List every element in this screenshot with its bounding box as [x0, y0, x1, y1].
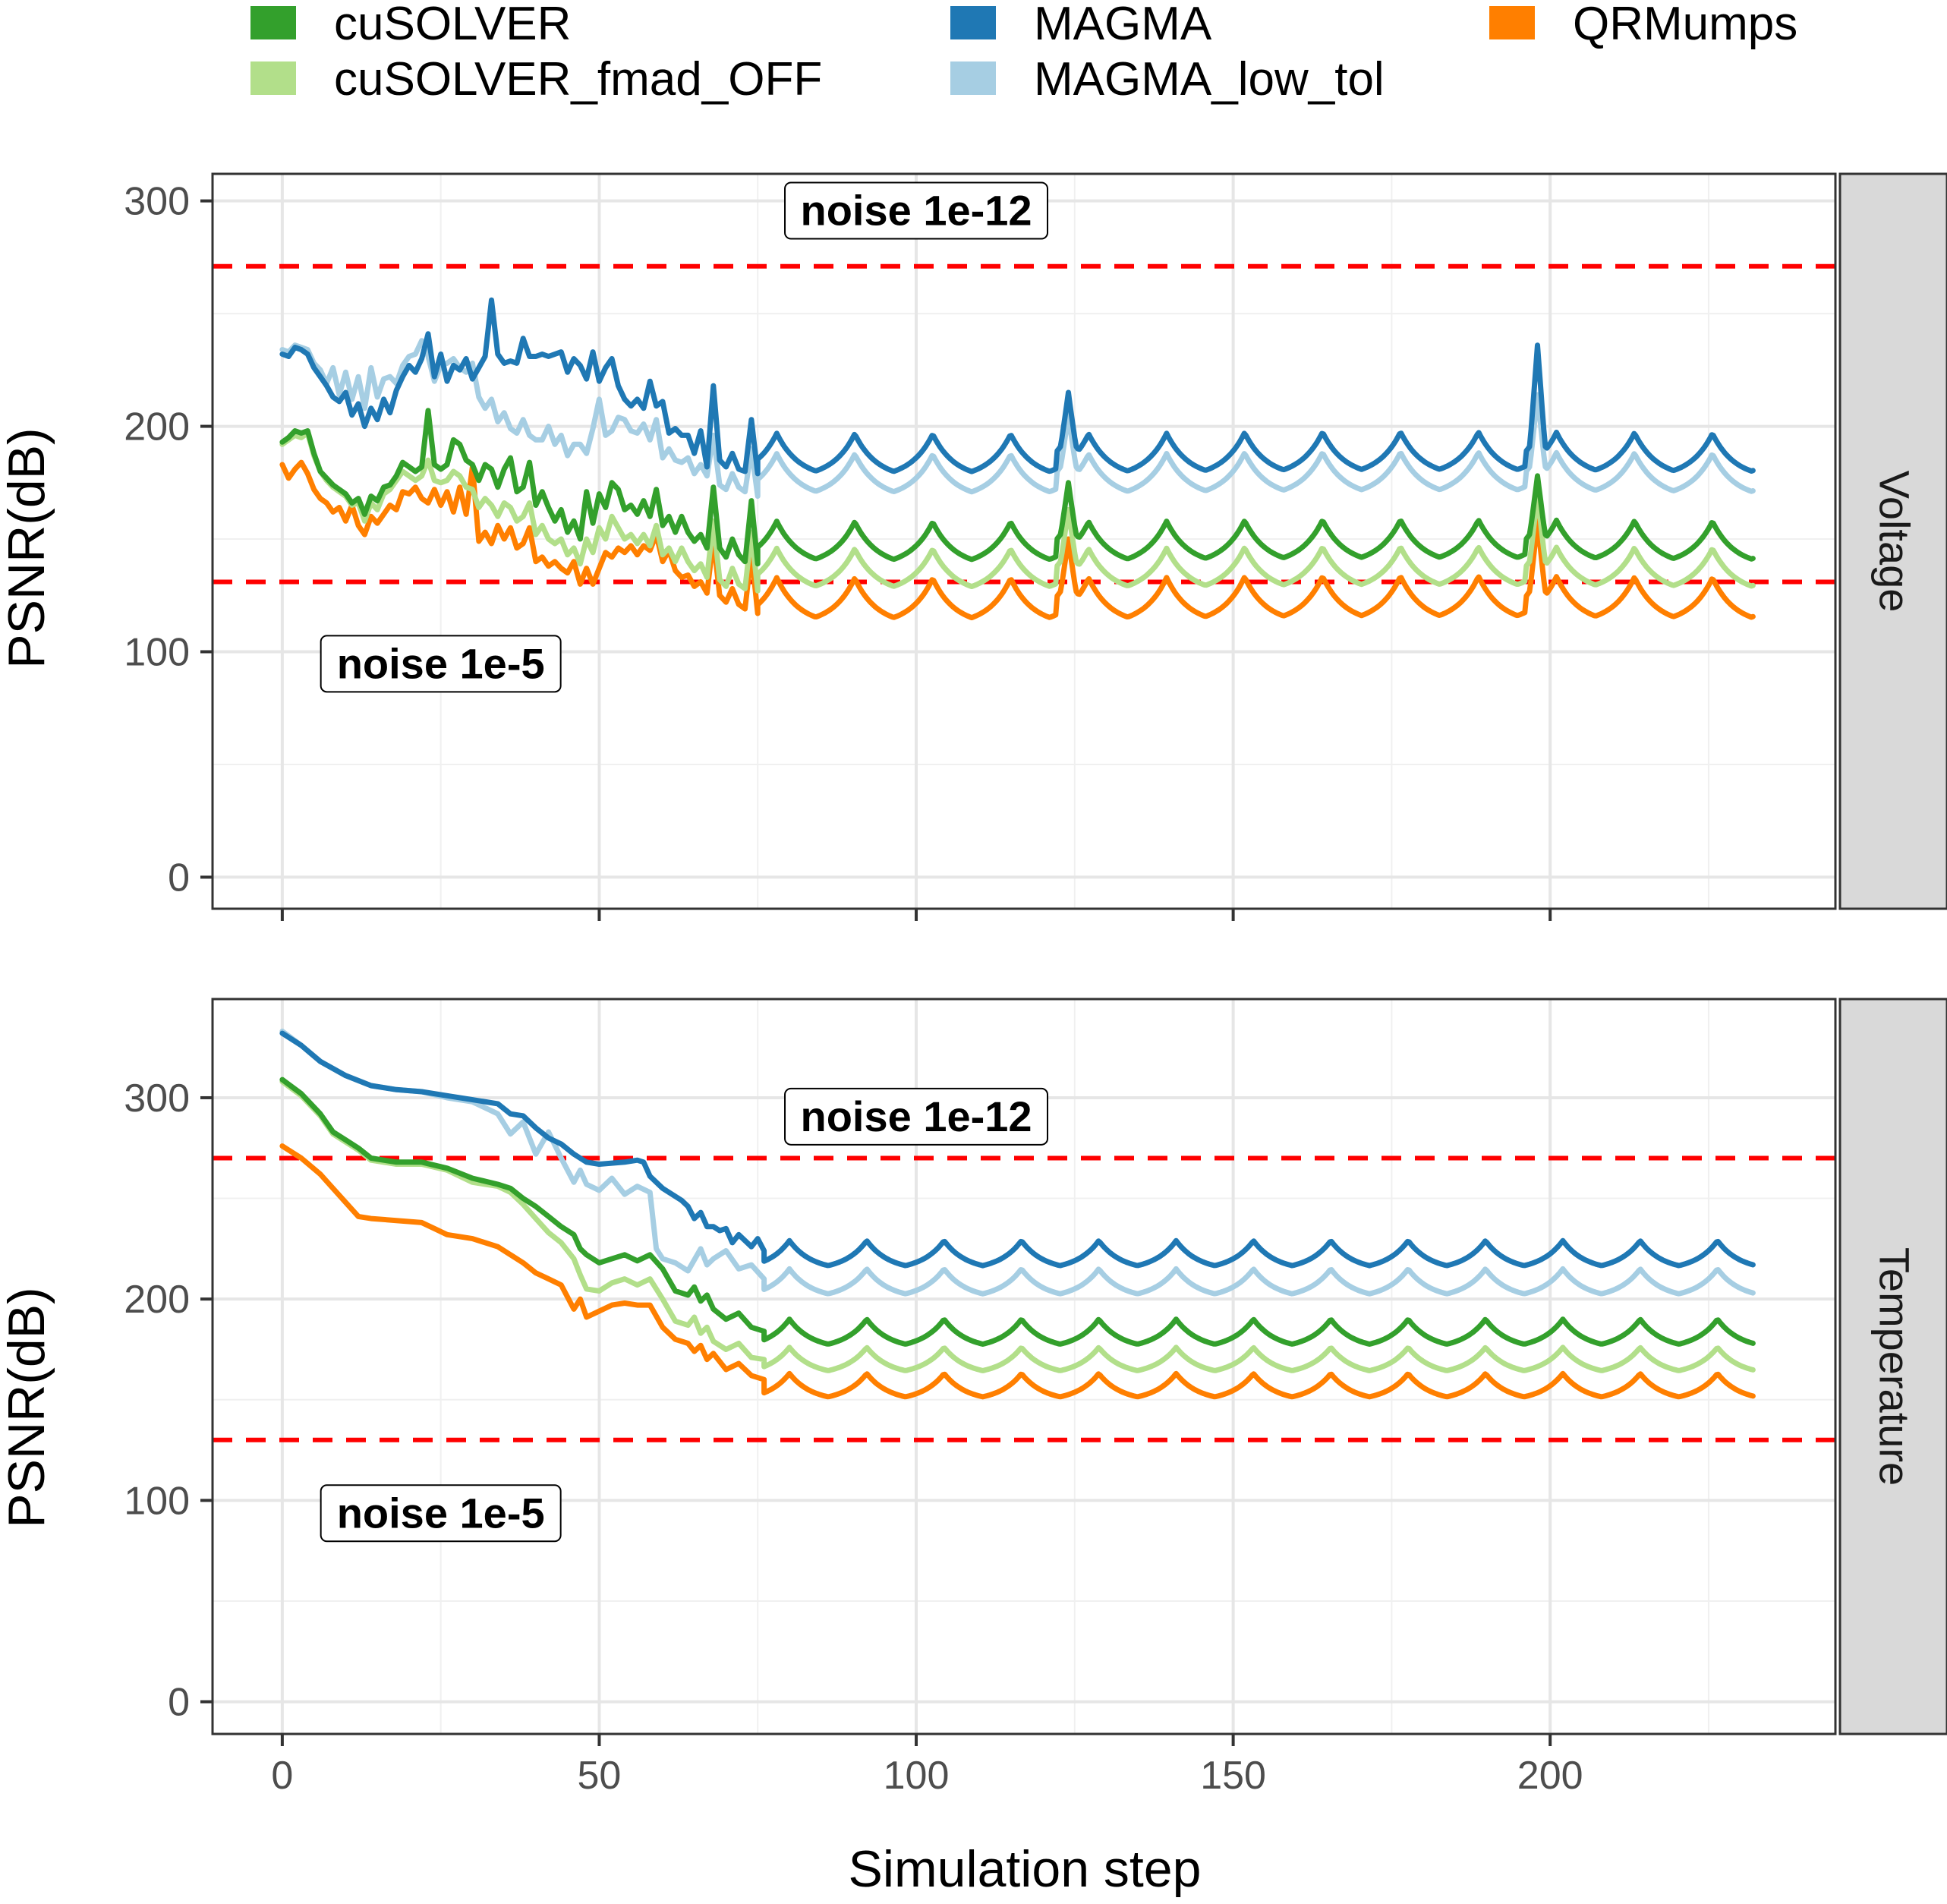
facet-strip [1838, 998, 1947, 1735]
series-lines [279, 297, 1756, 621]
noise-label-text: noise 1e-12 [801, 1092, 1032, 1140]
y-tick-label: 0 [168, 1681, 190, 1725]
x-tick-label: 0 [271, 1754, 293, 1798]
noise-label-0: noise 1e-12 [784, 181, 1049, 240]
x-axis-title: Simulation step [849, 1840, 1202, 1898]
series-line-magma_low_tol [279, 338, 1756, 500]
legend-swatch-magma_low_tol [950, 61, 996, 95]
series-line-qrmumps [279, 459, 1756, 621]
x-tick-label: 200 [1517, 1754, 1583, 1798]
series-line-magma [279, 297, 1756, 477]
noise-label-text: noise 1e-5 [337, 1489, 545, 1537]
panel-border [211, 172, 1837, 910]
x-tick-label: 150 [1200, 1754, 1266, 1798]
noise-label-box [320, 635, 562, 693]
y-tick-label: 300 [124, 1077, 190, 1121]
legend-item-qrmumps: QRMumps [1489, 0, 1797, 50]
legend-swatch-cusolver [250, 6, 296, 39]
x-tick-label: 100 [884, 1754, 950, 1798]
legend-item-magma: MAGMA [950, 0, 1212, 50]
legend-swatch-qrmumps [1489, 6, 1535, 39]
series-line-cusolver [279, 408, 1756, 567]
legend-swatch-cusolver_fmad_off [250, 61, 296, 95]
legend-item-cusolver: cuSOLVER [250, 0, 571, 50]
noise-label-text: noise 1e-12 [801, 187, 1032, 235]
legend-label-magma: MAGMA [1034, 0, 1212, 50]
noise-label-1: noise 1e-5 [320, 1484, 562, 1543]
y-tick-label: 200 [124, 405, 190, 449]
y-axis-title-temperature: PSNR(dB) [0, 1287, 55, 1527]
x-axis: 0 50 100 150 200 [271, 1754, 1583, 1798]
panel-border [211, 998, 1837, 1735]
facet-strip [1838, 172, 1947, 910]
noise-label-0: noise 1e-12 [784, 1087, 1049, 1146]
noise-label-box [784, 181, 1049, 240]
y-axis-title-voltage: PSNR(dB) [0, 427, 55, 668]
gridlines [213, 174, 1835, 909]
y-tick-label: 100 [124, 630, 190, 674]
noise-label-1: noise 1e-5 [320, 635, 562, 693]
series-line-cusolver [279, 1077, 1756, 1347]
y-tick-label: 300 [124, 180, 190, 224]
panel-voltage: noise 1e-12 noise 1e-5 Voltage 0 100 200 300 [124, 172, 1947, 921]
series-line-magma_low_tol [279, 1028, 1756, 1297]
series-lines [279, 1028, 1756, 1400]
series-line-magma [279, 1030, 1756, 1269]
legend-item-magma_low_tol: MAGMA_low_tol [950, 53, 1385, 106]
facet-strip-label: Voltage [1871, 471, 1919, 613]
noise-label-box [320, 1484, 562, 1543]
panel-temperature: noise 1e-12 noise 1e-5 Temperature 0 100 200 3… [124, 998, 1947, 1746]
y-tick-label: 100 [124, 1479, 190, 1523]
legend-label-magma_low_tol: MAGMA_low_tol [1034, 53, 1385, 106]
series-line-cusolver_fmad_off [279, 1079, 1756, 1373]
x-tick-label: 50 [578, 1754, 622, 1798]
legend-label-cusolver: cuSOLVER [334, 0, 571, 50]
legend-label-qrmumps: QRMumps [1573, 0, 1797, 50]
y-tick-label: 0 [168, 856, 190, 900]
noise-label-text: noise 1e-5 [337, 639, 545, 687]
y-tick-label: 200 [124, 1278, 190, 1322]
noise-label-box [784, 1087, 1049, 1146]
legend-swatch-magma [950, 6, 996, 39]
series-line-qrmumps [279, 1143, 1756, 1400]
facet-strip-label: Temperature [1871, 1247, 1919, 1486]
series-line-cusolver_fmad_off [279, 430, 1756, 594]
legend-label-cusolver_fmad_off: cuSOLVER_fmad_OFF [334, 53, 822, 106]
legend-item-cusolver_fmad_off: cuSOLVER_fmad_OFF [250, 53, 822, 106]
